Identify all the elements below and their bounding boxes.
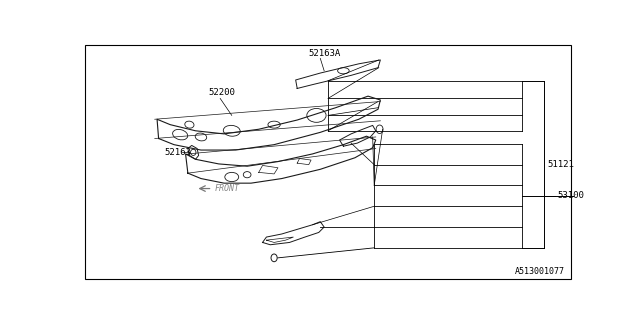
Text: 52163: 52163	[164, 148, 191, 157]
Text: 52200: 52200	[209, 88, 236, 97]
Text: 52163A: 52163A	[308, 49, 341, 58]
Text: A513001077: A513001077	[515, 267, 565, 276]
Text: 51121: 51121	[547, 160, 574, 169]
Text: 53100: 53100	[557, 191, 584, 200]
Text: FRONT: FRONT	[215, 184, 240, 193]
